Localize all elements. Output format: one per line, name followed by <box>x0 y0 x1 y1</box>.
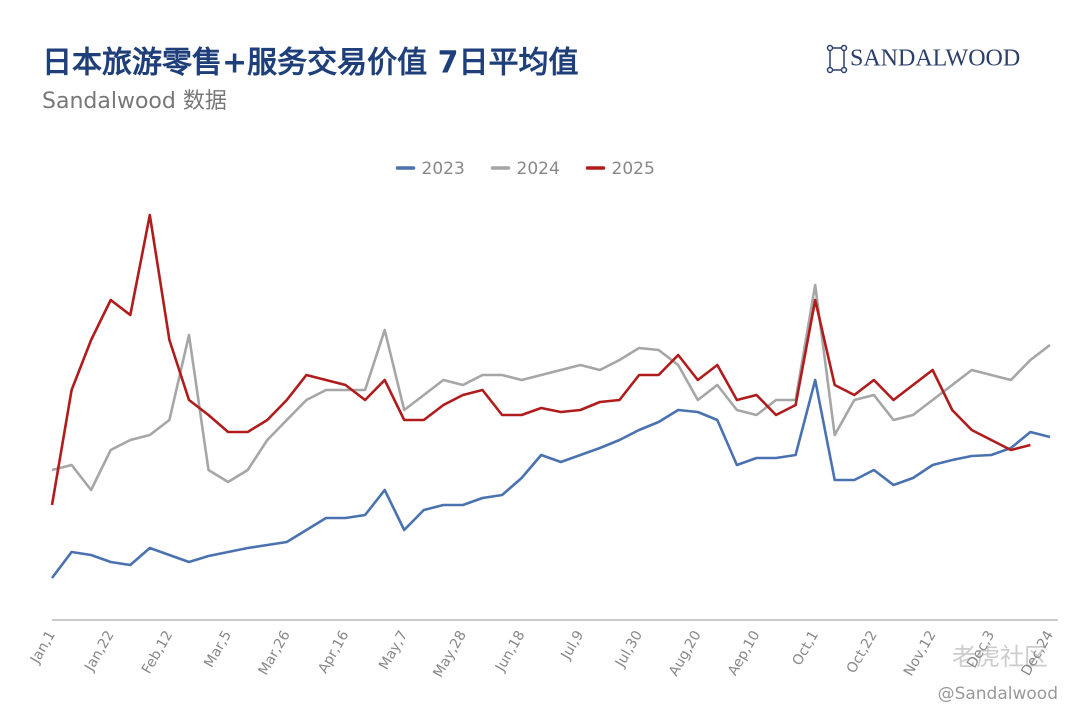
x-tick-label: Jan,1 <box>27 628 59 667</box>
x-tick-label: Aug,20 <box>666 628 705 679</box>
x-tick-label: Mar,26 <box>256 628 294 678</box>
x-tick-label: Jul,30 <box>612 628 646 671</box>
x-tick-label: Jun,18 <box>492 628 528 675</box>
x-tick-label: Nov,12 <box>901 628 940 679</box>
x-tick-label: Feb,12 <box>139 628 176 677</box>
x-tick-label: Aep,10 <box>725 628 763 679</box>
x-tick-label: Oct,22 <box>844 628 881 676</box>
x-tick-label: May,28 <box>430 628 469 680</box>
watermark-handle: @Sandalwood <box>938 684 1058 704</box>
x-tick-label: Jul,9 <box>558 628 587 663</box>
x-tick-label: Oct,1 <box>789 628 822 669</box>
legend-label: 2024 <box>517 159 560 179</box>
subtitle: Sandalwood 数据 <box>42 89 227 114</box>
legend-label: 2025 <box>612 159 655 179</box>
legend-label: 2023 <box>422 159 465 179</box>
x-tick-label: Mar,5 <box>201 628 235 670</box>
x-tick-label: Jan,22 <box>81 628 117 675</box>
logo-icon <box>826 44 848 74</box>
x-tick-label: May,7 <box>376 628 411 673</box>
watermark: 老虎社区 <box>952 643 1048 671</box>
logo: SANDALWOOD <box>850 46 1020 72</box>
series-line <box>50 378 1051 579</box>
series-line <box>50 213 1031 506</box>
series-line <box>51 283 1051 492</box>
title: 日本旅游零售+服务交易价值 7日平均值 <box>42 46 578 81</box>
x-tick-label: Apr,16 <box>315 628 352 676</box>
